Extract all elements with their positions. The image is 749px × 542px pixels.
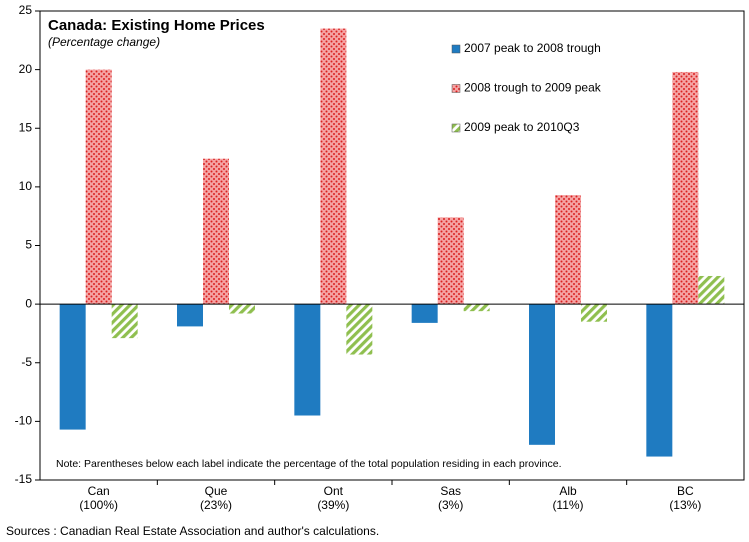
- bar: [320, 28, 347, 305]
- plot-frame: [39, 10, 745, 481]
- legend-label: 2008 trough to 2009 peak: [464, 81, 602, 95]
- x-tick-note: (23%): [200, 498, 232, 512]
- legend-swatch: [451, 123, 461, 133]
- bar: [672, 71, 699, 305]
- y-tick-label: 10: [19, 179, 33, 193]
- bar: [59, 304, 86, 430]
- bar: [581, 304, 607, 322]
- x-tick-note: (3%): [438, 498, 463, 512]
- y-tick-label: 15: [19, 120, 33, 134]
- x-tick-label: Alb: [559, 484, 577, 498]
- bar: [463, 304, 490, 312]
- chart-title: Canada: Existing Home Prices: [48, 17, 265, 34]
- bar: [698, 275, 725, 305]
- x-tick-label: Que: [205, 484, 228, 498]
- y-tick-label: -10: [15, 414, 33, 428]
- legend-label: 2007 peak to 2008 trough: [464, 41, 601, 55]
- x-tick-label: Can: [88, 484, 110, 498]
- legend-swatch: [451, 44, 461, 54]
- y-tick-label: 5: [25, 238, 32, 252]
- bar: [177, 304, 203, 327]
- chart-subtitle: (Percentage change): [48, 35, 160, 49]
- x-tick-label: BC: [677, 484, 694, 498]
- x-tick-label: Ont: [324, 484, 344, 498]
- bar: [411, 304, 438, 323]
- y-tick-label: -5: [21, 355, 32, 369]
- y-tick-label: -15: [15, 472, 33, 486]
- y-tick-label: 0: [25, 296, 32, 310]
- bar: [294, 304, 321, 416]
- bar: [111, 304, 138, 339]
- bar: [555, 195, 581, 305]
- bar: [437, 217, 464, 305]
- y-tick-label: 25: [19, 3, 33, 17]
- bar: [529, 304, 555, 445]
- bar: [229, 304, 255, 314]
- bar: [85, 69, 112, 305]
- x-tick-label: Sas: [440, 484, 461, 498]
- legend-label: 2009 peak to 2010Q3: [464, 120, 580, 134]
- source: Sources : Canadian Real Estate Associati…: [6, 524, 379, 538]
- x-tick-note: (11%): [552, 498, 583, 512]
- bar: [646, 304, 673, 457]
- x-tick-note: (100%): [79, 498, 118, 512]
- x-tick-note: (13%): [669, 498, 701, 512]
- y-tick-label: 20: [19, 62, 33, 76]
- legend-swatch: [451, 84, 461, 93]
- bar: [346, 304, 373, 355]
- bar: [203, 158, 229, 305]
- note: Note: Parentheses below each label indic…: [56, 458, 562, 470]
- x-tick-note: (39%): [317, 498, 349, 512]
